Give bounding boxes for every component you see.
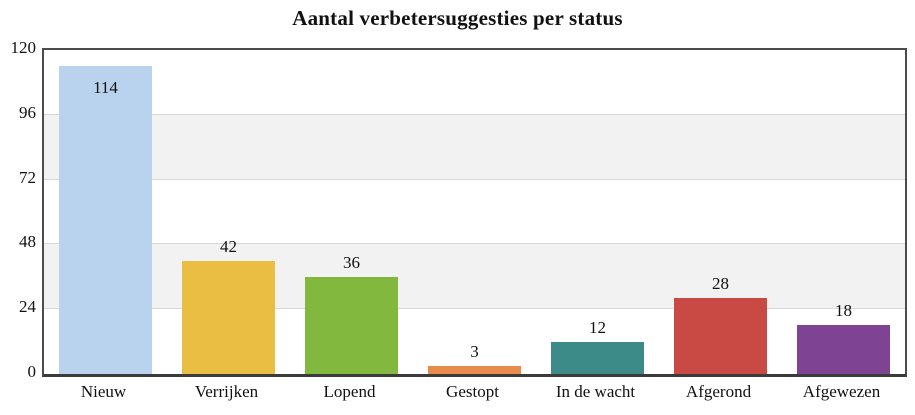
bar-afgerond bbox=[674, 298, 767, 374]
bar-value-label: 36 bbox=[343, 252, 360, 272]
x-tick-label-gestopt: Gestopt bbox=[446, 382, 499, 401]
x-tick-label-afgerond: Afgerond bbox=[685, 382, 752, 401]
gridline bbox=[44, 243, 905, 245]
bar-nieuw bbox=[59, 66, 152, 374]
x-tick-label-lopend: Lopend bbox=[323, 382, 376, 401]
plot-band bbox=[44, 179, 905, 245]
bar-value-label: 28 bbox=[712, 274, 729, 294]
bar-value-label: 42 bbox=[220, 236, 237, 256]
bar-afgewezen bbox=[797, 325, 890, 374]
plot-band bbox=[44, 50, 905, 115]
y-tick-label: 0 bbox=[27, 362, 37, 381]
bar-value-label: 12 bbox=[589, 317, 606, 337]
bar-lopend bbox=[305, 276, 398, 374]
y-tick-label: 96 bbox=[19, 102, 36, 122]
x-tick-label-verrijken: Verrijken bbox=[194, 382, 259, 401]
x-tick-label-in-de-wacht: In de wacht bbox=[555, 382, 636, 401]
y-tick-label: 24 bbox=[19, 297, 36, 317]
plot-area: 114 42 36 3 12 28 18 bbox=[42, 48, 907, 377]
y-tick-label: 48 bbox=[19, 232, 36, 252]
plot-band bbox=[44, 244, 905, 310]
bar-value-label: 3 bbox=[470, 341, 479, 361]
bar-value-label: 18 bbox=[835, 301, 852, 321]
y-tick-label: 72 bbox=[19, 167, 36, 187]
plot-band bbox=[44, 114, 905, 180]
gridline bbox=[44, 113, 905, 115]
gridline bbox=[44, 308, 905, 310]
bar-verrijken bbox=[182, 260, 275, 374]
bar-value-label: 114 bbox=[93, 78, 118, 98]
y-tick-label: 120 bbox=[10, 38, 37, 57]
x-tick-label-afgewezen: Afgewezen bbox=[802, 382, 881, 401]
bar-gestopt bbox=[428, 365, 521, 374]
gridline bbox=[44, 178, 905, 180]
chart-title: Aantal verbetersuggesties per status bbox=[292, 6, 623, 30]
x-tick-label-nieuw: Nieuw bbox=[80, 382, 127, 401]
bar-in-de-wacht bbox=[551, 341, 644, 374]
